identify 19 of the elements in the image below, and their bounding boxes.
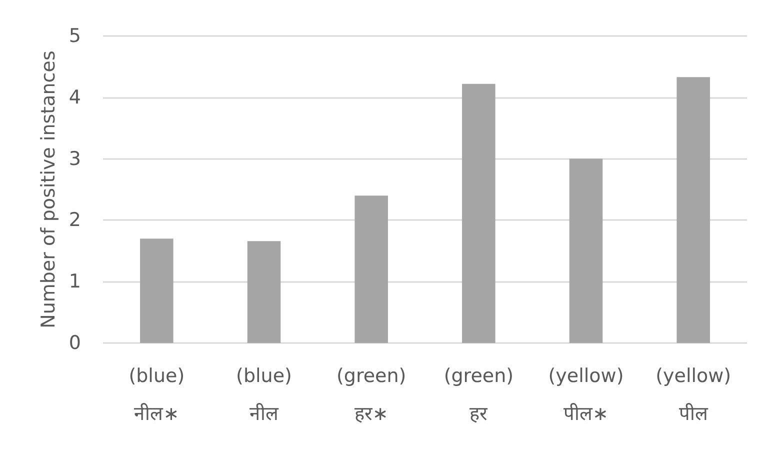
x-tick-label: (yellow) पील [656,365,732,425]
x-tick-label: (yellow) पील∗ [548,365,624,425]
bar [462,84,496,343]
bar [140,238,174,343]
bar [247,241,281,343]
x-tick-label: (green) हर∗ [336,365,406,425]
y-tick-label: 1 [68,270,81,293]
y-tick-label: 2 [68,209,81,232]
x-tick-label: (blue) नील∗ [128,365,185,425]
y-tick-label: 4 [68,86,81,108]
bar [569,158,603,343]
y-tick-label: 3 [68,148,81,170]
y-axis-title: Number of positive instances [38,50,60,328]
x-tick-label: (green) हर [444,365,514,425]
y-tick-label: 0 [68,332,81,354]
bar [676,77,710,343]
bar [354,196,388,343]
y-tick-label: 5 [68,25,81,47]
x-tick-label: (blue) नील [236,365,292,425]
